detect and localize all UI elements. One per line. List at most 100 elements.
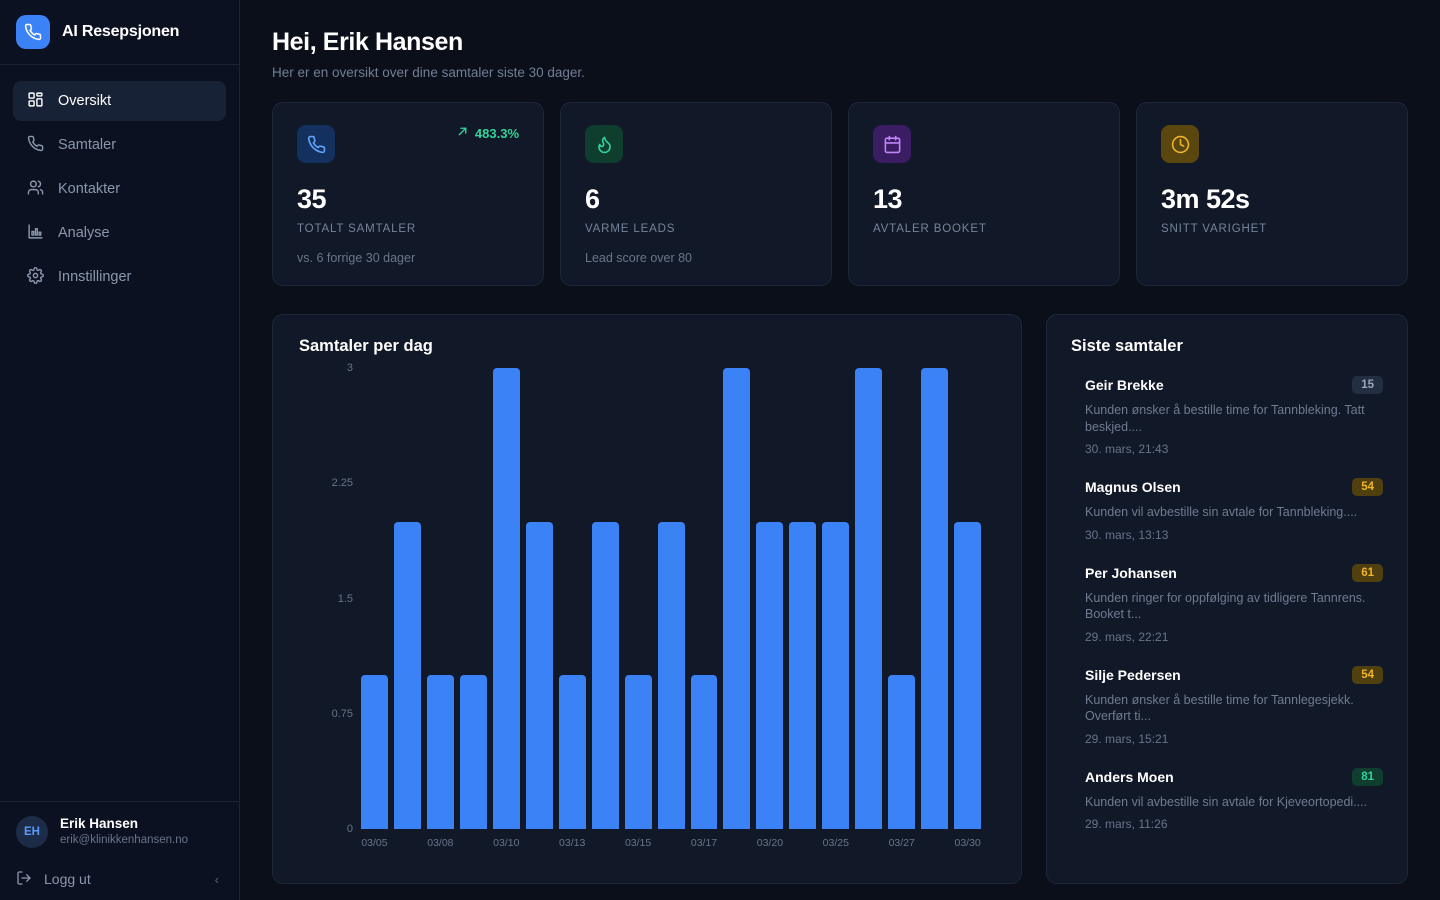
bar[interactable]: [822, 521, 850, 829]
flame-icon: [585, 125, 623, 163]
x-axis-cell: 03/30: [954, 829, 981, 863]
bar[interactable]: [657, 521, 685, 829]
call-timestamp: 30. mars, 21:43: [1085, 442, 1169, 456]
chevron-left-icon[interactable]: ‹: [214, 871, 219, 887]
phone-icon: [16, 15, 50, 49]
bar[interactable]: [492, 368, 520, 829]
sidebar-item-label: Innstillinger: [58, 269, 132, 285]
call-contact-name: Magnus Olsen: [1085, 479, 1181, 495]
stat-label: VARME LEADS: [585, 223, 676, 235]
bar[interactable]: [591, 521, 619, 829]
sidebar-item-kontakter[interactable]: Kontakter: [13, 169, 226, 209]
sidebar-item-samtaler[interactable]: Samtaler: [13, 125, 226, 165]
bar[interactable]: [459, 675, 487, 829]
stat-card-warm-leads: 6 VARME LEADS Lead score over 80: [560, 102, 832, 286]
chart-title: Samtaler per dag: [299, 337, 433, 355]
x-axis-cell: 03/10: [493, 829, 520, 863]
bar[interactable]: [888, 675, 916, 829]
x-axis-tick: 03/17: [690, 837, 718, 849]
stat-card-header: [585, 125, 807, 163]
sidebar-footer: EH Erik Hansen erik@klinikkenhansen.no L…: [0, 801, 239, 900]
bar[interactable]: [855, 368, 883, 829]
clock-icon: [1161, 125, 1199, 163]
avatar: EH: [16, 816, 48, 848]
x-axis-tick: 03/08: [427, 837, 454, 849]
x-axis-tick: 03/10: [493, 837, 520, 849]
x-axis-tick: 03/27: [888, 837, 915, 849]
calls-per-day-card: Samtaler per dag 0 0.75 1.5 2.25 3 03/05 03/0…: [272, 314, 1022, 884]
bar[interactable]: [558, 675, 586, 829]
sidebar-user[interactable]: EH Erik Hansen erik@klinikkenhansen.no: [0, 802, 239, 858]
bar[interactable]: [690, 675, 718, 829]
list-item[interactable]: Silje Pedersen 54 Kunden ønsker å bestille…: [1071, 665, 1383, 768]
bar[interactable]: [624, 675, 652, 829]
phone-icon: [27, 135, 44, 156]
call-summary: Kunden vil avbestille sin avtale for Tan…: [1085, 505, 1358, 519]
bar-chart: 0 0.75 1.5 2.25 3 03/05 03/08 03/10 03/13 03/15 0…: [299, 362, 995, 863]
sidebar-item-label: Samtaler: [58, 137, 117, 153]
users-icon: [27, 179, 44, 200]
call-contact-name: Anders Moen: [1085, 768, 1174, 785]
x-axis-cell: 03/20: [756, 829, 783, 863]
chart-icon: [27, 223, 44, 244]
chart-plot-area: [361, 368, 982, 829]
call-item-header: Geir Brekke 15: [1085, 376, 1383, 394]
stat-cards: 483.3% 35 TOTALT SAMTALER vs. 6 forrige …: [272, 102, 1408, 286]
x-axis-tick: 03/30: [954, 837, 981, 849]
stat-card-header: [1161, 125, 1383, 163]
stat-card-header: 483.3%: [297, 125, 519, 163]
x-axis-tick: 03/15: [624, 837, 652, 849]
x-axis-cell: 03/13: [559, 829, 586, 863]
status-badge: 81: [1352, 767, 1383, 786]
call-summary: Kunden vil avbestille sin avtale for Kje…: [1085, 794, 1368, 809]
stat-note: Lead score over 80: [585, 251, 693, 265]
bar[interactable]: [393, 521, 421, 829]
status-badge: 54: [1352, 665, 1383, 684]
stat-note: vs. 6 forrige 30 dager: [297, 251, 416, 265]
logout-icon: [16, 870, 32, 889]
recent-calls-title: Siste samtaler: [1071, 337, 1183, 355]
logout-button[interactable]: Logg ut ‹: [0, 858, 239, 900]
stat-label: SNITT VARIGHET: [1161, 223, 1268, 235]
gear-icon: [27, 266, 44, 288]
sidebar-nav: Oversikt Samtaler Kontakter: [0, 65, 239, 297]
bar[interactable]: [756, 521, 784, 829]
user-name: Erik Hansen: [60, 816, 139, 832]
status-badge: 54: [1352, 478, 1383, 496]
bar[interactable]: [723, 368, 751, 829]
list-item[interactable]: Geir Brekke 15 Kunden ønsker å bestille ti…: [1071, 376, 1383, 478]
x-axis-cell: 03/27: [888, 829, 915, 863]
list-item[interactable]: Magnus Olsen 54 Kunden vil avbestille sin …: [1071, 478, 1383, 564]
bar[interactable]: [921, 368, 949, 829]
call-item-header: Magnus Olsen 54: [1085, 478, 1383, 496]
y-axis-tick: 0.75: [331, 707, 353, 720]
bar[interactable]: [525, 521, 553, 829]
x-axis-cell: 03/25: [822, 829, 849, 863]
call-summary: Kunden ønsker å bestille time for Tannle…: [1085, 692, 1354, 724]
y-axis-tick: 2.25: [331, 477, 353, 490]
list-item[interactable]: Anders Moen 81 Kunden vil avbestille sin a…: [1071, 767, 1383, 854]
sidebar-item-analyse[interactable]: Analyse: [13, 213, 226, 253]
sidebar-item-innstillinger[interactable]: Innstillinger: [13, 257, 226, 297]
status-badge: 61: [1352, 563, 1383, 582]
y-axis-tick: 1.5: [337, 592, 353, 605]
stat-card-avg-duration: 3m 52s SNITT VARIGHET: [1136, 102, 1408, 286]
sidebar-item-oversikt[interactable]: Oversikt: [13, 81, 226, 121]
sidebar-item-label: Oversikt: [58, 93, 112, 109]
y-axis: 0 0.75 1.5 2.25 3: [299, 362, 361, 835]
brand: AI Resepsjonen: [0, 0, 239, 65]
x-axis-cell: [723, 829, 750, 863]
call-contact-name: Silje Pedersen: [1085, 666, 1181, 683]
bar[interactable]: [954, 521, 982, 829]
arrow-up-right-icon: [456, 125, 469, 141]
x-axis-tick: 03/13: [559, 837, 586, 849]
call-summary: Kunden ønsker å bestille time for Tannbl…: [1085, 403, 1365, 434]
bar[interactable]: [426, 675, 454, 829]
call-item-header: Silje Pedersen 54: [1085, 665, 1383, 684]
bar[interactable]: [361, 675, 388, 829]
stat-label: AVTALER BOOKET: [873, 223, 987, 235]
list-item[interactable]: Per Johansen 61 Kunden ringer for oppfølgi…: [1071, 563, 1383, 666]
bar[interactable]: [789, 521, 817, 829]
grid-icon: [27, 91, 44, 112]
